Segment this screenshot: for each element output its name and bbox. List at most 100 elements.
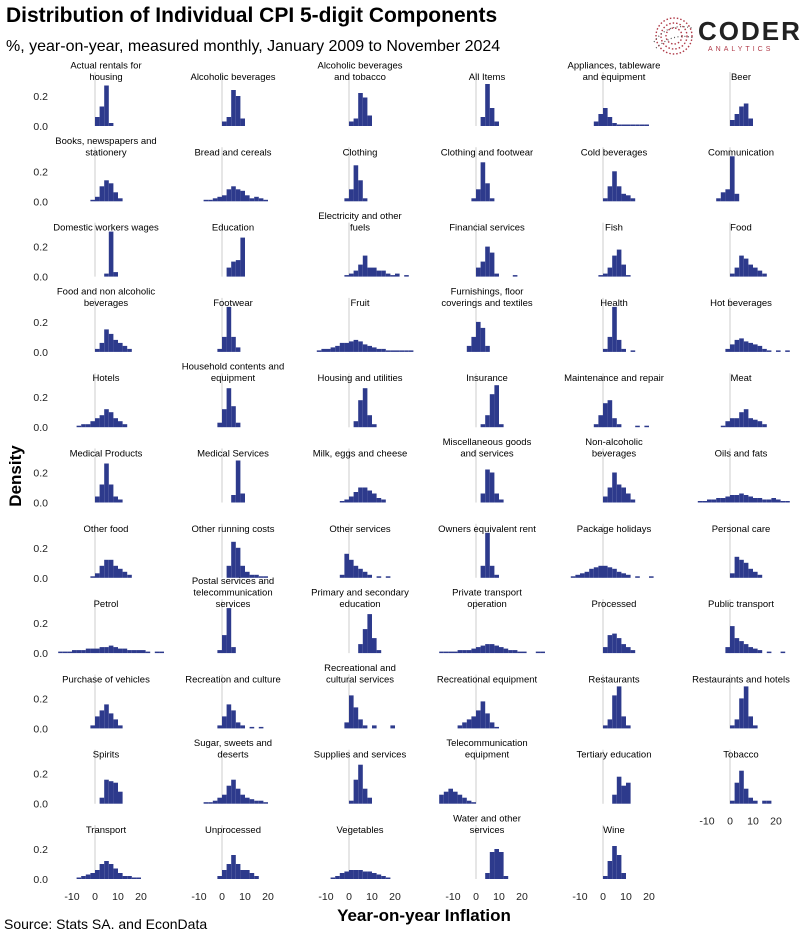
y-tick-label: 0.2 [33,844,48,856]
x-axis-label: Year-on-year Inflation [337,906,511,925]
histogram-bar [122,648,128,654]
histogram-bar [85,648,91,654]
histogram-bar [603,348,608,352]
histogram-bar [503,876,509,879]
panel: Owners equivalent rent [438,523,536,578]
panel-title: Restaurants [588,674,639,685]
histogram-bar [235,788,241,804]
histogram-bar [489,565,495,578]
histogram-bar [231,541,236,578]
y-tick-label: 0.0 [33,196,48,208]
histogram-bar [108,484,114,503]
histogram-bar [734,267,740,277]
histogram-bar [766,800,772,804]
x-tick-label: 20 [770,816,782,828]
histogram-bar [349,496,354,503]
panel-title: Public transport [708,599,774,610]
histogram-bar [753,267,758,277]
histogram-bar [113,192,118,202]
histogram-bar [258,576,264,578]
panel-title: deserts [217,750,248,761]
histogram-bar [730,573,735,578]
panel-title: operation [467,599,507,610]
histogram-bar [743,341,749,352]
histogram-bar [222,794,227,804]
histogram-bar [612,846,617,879]
panel-title: Hot beverages [710,298,772,309]
panel: Clothing [343,147,377,202]
histogram-bar [494,273,499,277]
histogram-bar [353,779,359,804]
histogram-bar [390,275,395,277]
histogram-bar [349,800,354,804]
histogram-bar [603,403,608,428]
histogram-bar [697,501,703,503]
histogram-bar [494,574,499,578]
histogram-bar [734,638,740,654]
histogram-bar [716,198,721,202]
histogram-bar [249,873,255,879]
histogram-bar [612,695,617,729]
histogram-bar [231,261,236,277]
histogram-bar [353,270,359,277]
histogram-bar [730,495,735,503]
histogram-bar [480,645,486,654]
panel: Wine -10 0 10 20 [572,825,655,903]
panel-title: Insurance [466,373,508,384]
panel-title: Recreational equipment [437,674,538,685]
histogram-bar [258,800,264,804]
histogram-bar [580,573,585,578]
histogram-bar [136,877,141,879]
histogram-bar [90,576,95,578]
panel: Restaurants and hotels [692,674,790,729]
y-tick-label: 0.2 [33,242,48,254]
histogram-bar [362,788,368,804]
histogram-bar [739,338,744,352]
histogram-bar [621,716,626,729]
histogram-bar [99,565,105,578]
histogram-bar [353,118,359,126]
histogram-bar [95,496,100,503]
histogram-bar [762,348,767,352]
histogram-bar [95,348,100,352]
panel-title: beverages [592,449,637,460]
histogram-bar [339,342,345,352]
histogram-bar [630,124,636,126]
histogram-bar [730,725,735,729]
panel-title: Alcoholic beverages [190,72,275,83]
histogram-bar [702,501,707,503]
histogram-bar [743,562,749,578]
dotted-swirl-icon [653,17,695,55]
histogram-bar [99,186,105,202]
histogram-bar [522,651,527,654]
panel: Purchase of vehicles 0.0 0.2 [33,674,150,735]
histogram-bar [584,571,590,578]
panel-title: Transport [86,825,127,836]
panel-title: Spirits [93,750,120,761]
histogram-bar [753,498,758,503]
histogram-bar [626,782,631,804]
histogram-bar [612,123,617,126]
panel-title: Owners equivalent rent [438,524,536,535]
panel-title: Sugar, sweets and [194,738,272,749]
histogram-bar [476,267,481,277]
histogram-bar [730,156,735,202]
histogram-bar [739,493,744,503]
histogram-bar [603,273,608,277]
histogram-bar [503,648,509,654]
histogram-bar [367,345,372,352]
histogram-bar [748,797,753,804]
histogram-bar [358,341,363,352]
histogram-bar [466,719,472,729]
histogram-bar [381,348,386,352]
x-tick-label: -10 [445,891,460,903]
histogram-bar [753,571,758,578]
histogram-bar [353,165,359,202]
histogram-bar [739,412,744,428]
histogram-bar [598,565,603,578]
histogram-bar [616,249,622,277]
histogram-bar [113,565,118,578]
